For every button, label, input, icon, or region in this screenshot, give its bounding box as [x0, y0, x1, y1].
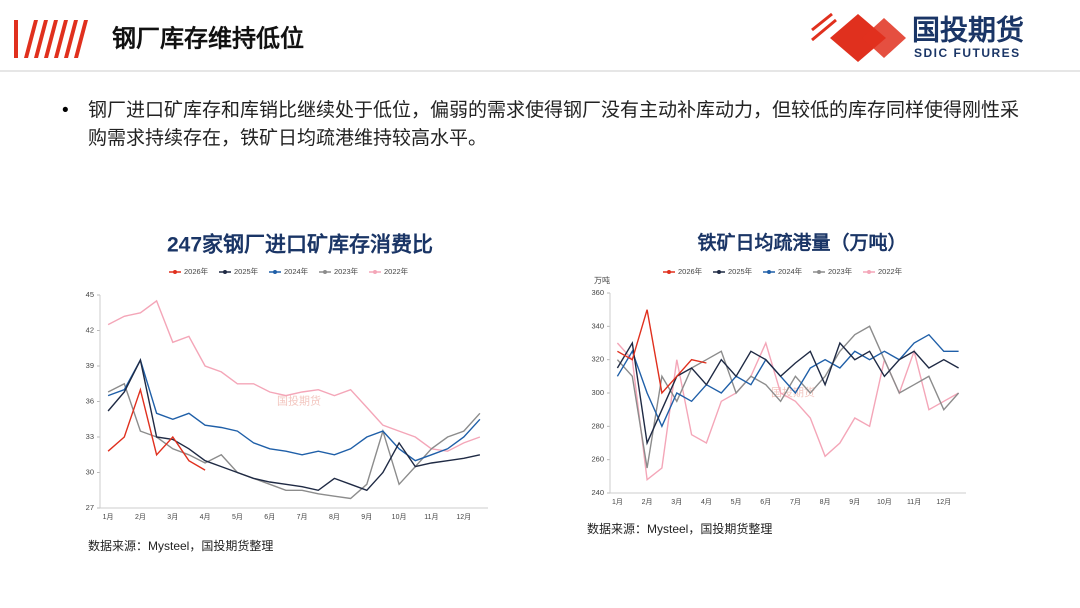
x-tick-label: 12月: [456, 513, 471, 521]
bullet-dot: •: [62, 100, 69, 121]
legend-dot: [373, 270, 377, 274]
logo-en: SDIC FUTURES: [914, 46, 1021, 60]
x-tick-label: 11月: [424, 513, 438, 521]
y-tick-label: 42: [86, 325, 94, 334]
legend-dot: [273, 270, 277, 274]
x-tick-label: 5月: [232, 513, 243, 521]
x-tick-label: 4月: [200, 513, 211, 521]
x-tick-label: 8月: [329, 513, 340, 521]
header-icon: [14, 20, 88, 58]
x-tick-label: 4月: [701, 498, 712, 506]
legend-dot: [767, 270, 771, 274]
chart-title: 铁矿日均疏港量（万吨）: [697, 231, 906, 254]
x-tick-label: 6月: [264, 513, 275, 521]
x-tick-label: 11月: [907, 498, 921, 506]
y-tick-label: 260: [591, 455, 604, 464]
legend-dot: [173, 270, 177, 274]
y-tick-label: 39: [86, 361, 94, 370]
legend-label: 2024年: [284, 266, 309, 276]
legend-dot: [667, 270, 671, 274]
series-line: [617, 309, 707, 395]
y-tick-label: 27: [86, 503, 94, 512]
series-line: [107, 358, 481, 462]
y-tick-label: 45: [86, 290, 94, 299]
y-tick-label: 300: [591, 388, 604, 397]
y-tick-label: 30: [86, 467, 94, 476]
y-tick-label: 320: [591, 355, 604, 364]
x-tick-label: 12月: [936, 498, 951, 506]
x-tick-label: 10月: [392, 513, 407, 521]
page-title: 钢厂库存维持低位: [112, 24, 304, 52]
legend-label: 2023年: [334, 266, 359, 276]
logo-cn: 国投期货: [912, 13, 1024, 45]
x-tick-label: 9月: [849, 498, 860, 506]
x-tick-label: 7月: [790, 498, 801, 506]
watermark: 国投期货: [277, 393, 321, 407]
chart-title: 247家钢厂进口矿库存消费比: [167, 233, 433, 257]
legend-label: 2025年: [234, 266, 259, 276]
x-tick-label: 1月: [103, 513, 114, 521]
legend-label: 2022年: [878, 266, 903, 276]
x-tick-label: 1月: [612, 498, 623, 506]
series-line: [616, 340, 959, 482]
source-note: 数据来源：Mysteel，国投期货整理: [88, 538, 273, 553]
x-tick-label: 2月: [642, 498, 653, 506]
legend-label: 2026年: [184, 266, 209, 276]
x-tick-label: 5月: [731, 498, 742, 506]
legend-dot: [717, 270, 721, 274]
source-note: 数据来源：Mysteel，国投期货整理: [587, 521, 772, 536]
y-tick-label: 36: [86, 396, 94, 405]
series-line: [107, 358, 481, 492]
x-tick-label: 7月: [297, 513, 308, 521]
watermark: 国投期货: [771, 385, 815, 399]
series-line: [616, 340, 959, 446]
legend-dot: [223, 270, 227, 274]
series-line: [616, 333, 959, 429]
series-line: [107, 382, 481, 500]
legend-label: 2024年: [778, 266, 803, 276]
logo-mark: [811, 12, 906, 62]
y-tick-label: 240: [591, 488, 604, 497]
y-axis-label: 万吨: [594, 275, 610, 285]
y-tick-label: 33: [86, 432, 94, 441]
legend-dot: [323, 270, 327, 274]
series-line: [107, 299, 481, 452]
y-tick-label: 360: [591, 288, 604, 297]
series-line: [107, 387, 206, 471]
y-tick-label: 280: [591, 421, 604, 430]
legend-dot: [867, 270, 871, 274]
x-tick-label: 9月: [361, 513, 372, 521]
x-tick-label: 8月: [820, 498, 831, 506]
x-tick-label: 3月: [167, 513, 178, 521]
x-tick-label: 2月: [135, 513, 146, 521]
x-tick-label: 3月: [671, 498, 682, 506]
legend-label: 2025年: [728, 266, 753, 276]
legend-label: 2022年: [384, 266, 409, 276]
x-tick-label: 6月: [760, 498, 771, 506]
legend-label: 2026年: [678, 266, 703, 276]
legend-dot: [817, 270, 821, 274]
x-tick-label: 10月: [877, 498, 892, 506]
y-tick-label: 340: [591, 321, 604, 330]
legend-label: 2023年: [828, 266, 853, 276]
bullet-text: 钢厂进口矿库存和库销比继续处于低位，偏弱的需求使得钢厂没有主动补库动力，但较低的…: [88, 100, 1020, 149]
